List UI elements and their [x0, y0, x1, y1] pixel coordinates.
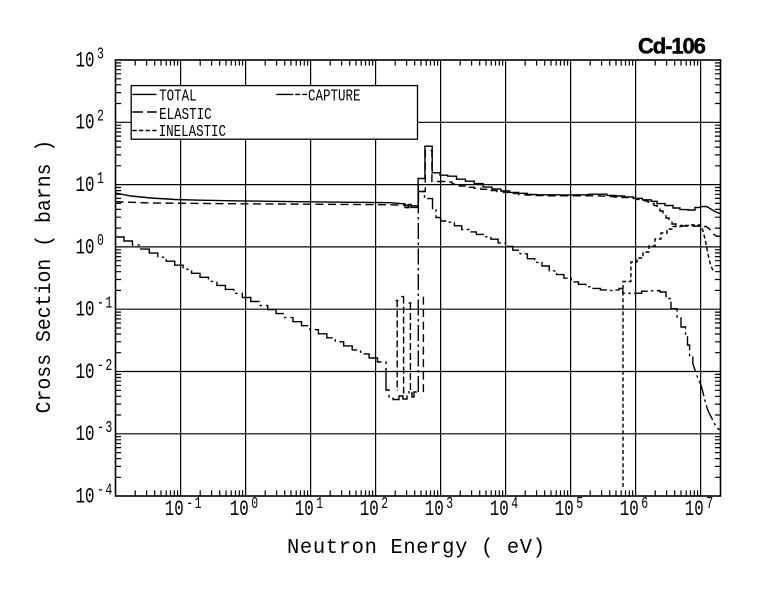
- svg-text:10-3: 10 -3: [76, 419, 114, 447]
- svg-text:104: 10 4: [490, 495, 520, 522]
- svg-text:Cross Section ( barns ): Cross Section ( barns ): [33, 140, 57, 414]
- svg-text:ELASTIC: ELASTIC: [159, 106, 212, 124]
- svg-text:Neutron Energy ( eV): Neutron Energy ( eV): [287, 537, 545, 561]
- svg-text:Cd-106: Cd-106: [638, 34, 706, 59]
- svg-text:CAPTURE: CAPTURE: [308, 88, 361, 106]
- svg-text:INELASTIC: INELASTIC: [159, 123, 226, 141]
- svg-text:TOTAL: TOTAL: [159, 88, 196, 106]
